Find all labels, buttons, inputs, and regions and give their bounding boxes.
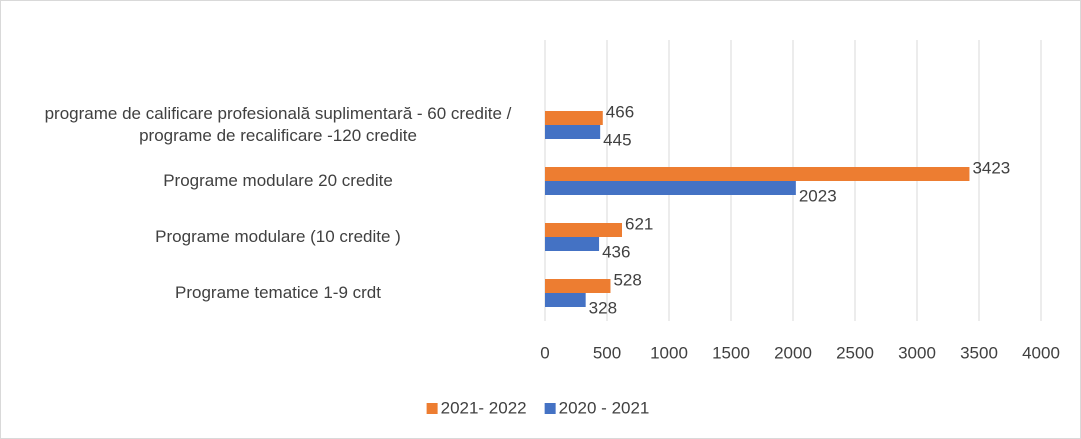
y-tick-label: Programe modulare 20 credite xyxy=(163,171,393,190)
legend-label: 2021- 2022 xyxy=(441,398,527,417)
x-tick-label: 2500 xyxy=(836,343,874,362)
data-label: 3423 xyxy=(972,158,1010,177)
bar xyxy=(545,181,796,195)
legend-label: 2020 - 2021 xyxy=(559,398,650,417)
legend-swatch xyxy=(544,403,556,414)
bar xyxy=(545,279,611,293)
data-label: 466 xyxy=(606,102,634,121)
data-label: 445 xyxy=(603,130,631,149)
data-label: 328 xyxy=(589,298,617,317)
bar xyxy=(545,167,970,181)
x-tick-label: 4000 xyxy=(1022,343,1060,362)
bar xyxy=(545,293,586,307)
y-tick-label: programe de calificare profesională supl… xyxy=(44,104,512,145)
data-label: 621 xyxy=(625,214,653,233)
y-tick-label: Programe tematice 1-9 crdt xyxy=(175,283,381,302)
bar xyxy=(545,111,603,125)
bar xyxy=(545,125,601,139)
x-tick-label: 3500 xyxy=(960,343,998,362)
x-tick-label: 1500 xyxy=(712,343,750,362)
x-tick-label: 3000 xyxy=(898,343,936,362)
legend-swatch xyxy=(426,403,438,414)
x-tick-label: 2000 xyxy=(774,343,812,362)
bar xyxy=(545,237,600,251)
x-tick-label: 0 xyxy=(540,343,549,362)
x-tick-label: 500 xyxy=(593,343,621,362)
data-label: 2023 xyxy=(799,186,837,205)
data-label: 436 xyxy=(602,242,630,261)
x-tick-label: 1000 xyxy=(650,343,688,362)
y-tick-label: Programe modulare (10 credite ) xyxy=(155,227,401,246)
data-label: 528 xyxy=(613,270,641,289)
bar xyxy=(545,223,623,237)
